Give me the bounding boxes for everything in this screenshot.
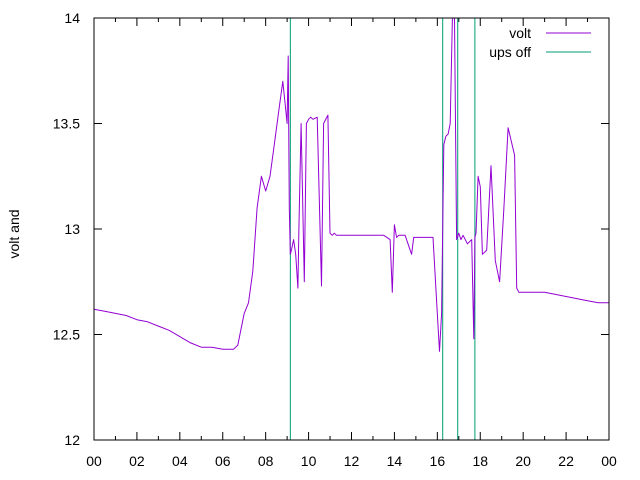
y-axis-title: volt and bbox=[6, 209, 22, 258]
plot-frame bbox=[93, 17, 610, 441]
x-tick-label: 14 bbox=[387, 453, 403, 469]
x-tick-label: 04 bbox=[172, 453, 188, 469]
y-tick-label: 12.5 bbox=[53, 327, 80, 343]
volt-line bbox=[93, 17, 609, 352]
y-tick-label: 13.5 bbox=[53, 116, 80, 132]
x-tick-label: 18 bbox=[472, 453, 488, 469]
x-tick-label: 12 bbox=[344, 453, 360, 469]
y-tick-label: 13 bbox=[64, 221, 80, 237]
x-tick-label: 10 bbox=[301, 453, 317, 469]
x-tick-label: 00 bbox=[601, 453, 617, 469]
x-tick-label: 00 bbox=[86, 453, 102, 469]
x-tick-label: 20 bbox=[515, 453, 531, 469]
y-tick-label: 12 bbox=[64, 432, 80, 448]
x-tick-label: 02 bbox=[129, 453, 145, 469]
x-tick-label: 16 bbox=[430, 453, 446, 469]
tick-marks bbox=[93, 17, 610, 441]
legend-label-volt: volt bbox=[509, 25, 531, 41]
tick-labels: 00 02 04 06 08 10 12 14 16 18 20 22 00 12 12.5 13 13.5 14 bbox=[53, 10, 617, 469]
legend-label-ups-off: ups off bbox=[489, 44, 531, 60]
x-tick-label: 08 bbox=[258, 453, 274, 469]
x-tick-label: 06 bbox=[215, 453, 231, 469]
legend: volt ups off bbox=[489, 25, 591, 60]
x-tick-label: 22 bbox=[558, 453, 574, 469]
series-lines bbox=[93, 17, 609, 440]
y-tick-label: 14 bbox=[64, 10, 80, 26]
